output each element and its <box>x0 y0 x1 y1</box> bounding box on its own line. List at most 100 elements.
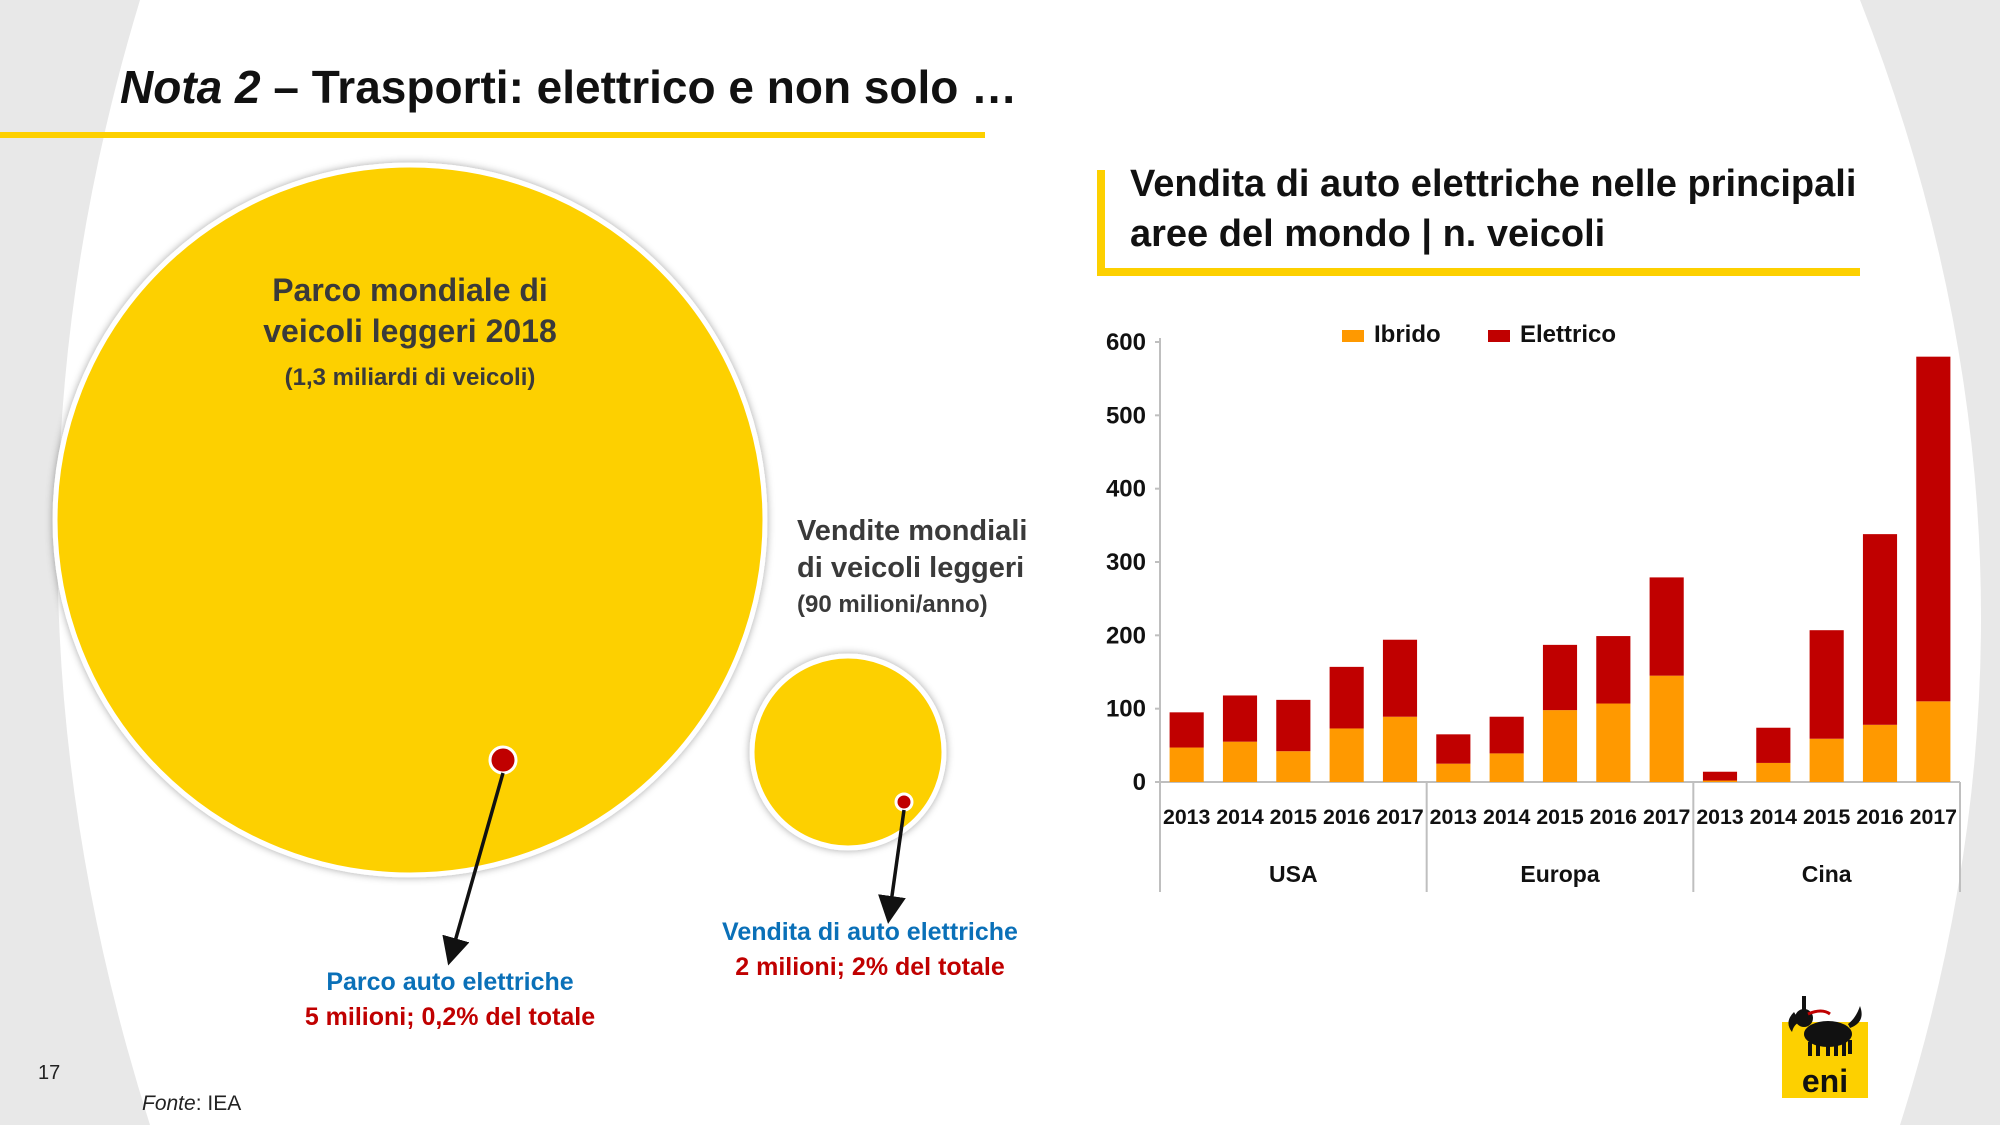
chart-title-line2: aree del mondo | n. veicoli <box>1130 213 1606 255</box>
big-callout-blue: Parco auto elettriche <box>326 968 574 996</box>
y-tick-label: 100 <box>1106 696 1146 723</box>
bar-ibrido <box>1436 763 1471 782</box>
page-title: Nota 2 – Trasporti: elettrico e non solo… <box>120 60 1017 114</box>
bar-elettrico <box>1222 695 1258 742</box>
bar-elettrico <box>1329 666 1364 729</box>
small-callout-blue: Vendita di auto elettriche <box>722 918 1018 946</box>
chart-bars <box>1169 356 1951 782</box>
x-tick-label: 2017 <box>1643 806 1690 829</box>
bar-elettrico <box>1649 577 1684 676</box>
bar-ibrido <box>1649 675 1684 782</box>
small-bubble-sub: (90 milioni/anno) <box>797 591 988 618</box>
bar-ibrido <box>1542 710 1578 782</box>
bar-elettrico <box>1809 630 1844 739</box>
small-bubble-arrow <box>878 809 906 924</box>
bar-ibrido <box>1382 716 1418 782</box>
x-tick-label: 2015 <box>1536 806 1584 829</box>
bar-elettrico <box>1862 534 1898 725</box>
chart-legend: Ibrido Elettrico <box>1342 321 1616 348</box>
bar-ibrido <box>1169 747 1204 782</box>
bar-elettrico <box>1276 699 1311 752</box>
small-bubble-label: Vendite mondiali di veicoli leggeri (90 … <box>797 515 1027 619</box>
y-tick-label: 200 <box>1106 622 1146 649</box>
eni-logo: eni <box>1782 996 1868 1098</box>
big-callout-red: 5 milioni; 0,2% del totale <box>304 1003 596 1031</box>
x-tick-label: 2017 <box>1376 806 1423 829</box>
group-label: USA <box>1269 861 1318 887</box>
bar-elettrico <box>1169 712 1204 748</box>
bar-elettrico <box>1542 644 1578 711</box>
bar-elettrico <box>1916 356 1951 702</box>
bar-elettrico <box>1702 771 1738 781</box>
dog-flame-icon <box>1807 1009 1831 1016</box>
bar-ibrido <box>1276 751 1311 782</box>
bar-ibrido <box>1702 780 1738 782</box>
y-tick-label: 500 <box>1106 402 1146 429</box>
x-tick-label: 2014 <box>1216 806 1264 829</box>
big-bubble-callout: Parco auto elettriche 5 milioni; 0,2% de… <box>250 968 650 1032</box>
page-title-italic: Nota 2 <box>120 61 261 113</box>
bar-ibrido <box>1596 703 1631 782</box>
page-title-rest: – Trasporti: elettrico e non solo … <box>260 61 1018 113</box>
legend-label-elettrico: Elettrico <box>1520 321 1616 348</box>
small-callout-red: 2 milioni; 2% del totale <box>735 953 1005 981</box>
bubbles-diagram <box>52 162 947 966</box>
source-note: Fonte: IEA <box>142 1092 241 1116</box>
bar-ibrido <box>1329 728 1364 782</box>
bar-ibrido <box>1916 701 1951 782</box>
bar-ibrido <box>1222 741 1258 782</box>
small-bubble <box>749 653 947 851</box>
right-arc-decoration <box>1860 0 2000 1125</box>
chart-title-line1: Vendita di auto elettriche nelle princip… <box>1130 163 1857 205</box>
y-tick-label: 600 <box>1106 329 1146 356</box>
x-tick-label: 2017 <box>1910 806 1957 829</box>
small-bubble-label-line2: di veicoli leggeri <box>797 552 1025 584</box>
chart-title-box <box>1097 170 1860 276</box>
bar-elettrico <box>1489 716 1524 754</box>
page-number: 17 <box>38 1062 61 1084</box>
bar-ibrido <box>1489 753 1524 782</box>
legend-swatch-elettrico <box>1488 330 1510 342</box>
source-value: : IEA <box>195 1092 242 1115</box>
x-tick-label: 2014 <box>1750 806 1798 829</box>
source-label: Fonte <box>142 1092 196 1115</box>
legend-swatch-ibrido <box>1342 330 1364 342</box>
bar-ibrido <box>1809 738 1844 782</box>
legend-label-ibrido: Ibrido <box>1374 321 1441 348</box>
group-label: Europa <box>1520 861 1599 887</box>
y-tick-label: 0 <box>1133 769 1146 796</box>
big-bubble-label-line1: Parco mondiale di <box>272 272 548 308</box>
small-bubble-label-line1: Vendite mondiali <box>797 515 1028 547</box>
group-label: Cina <box>1802 861 1852 887</box>
left-arc-decoration <box>0 0 150 1125</box>
x-tick-label: 2015 <box>1270 806 1318 829</box>
bar-ibrido <box>1862 724 1898 782</box>
x-tick-label: 2013 <box>1696 806 1743 829</box>
eni-logo-text: eni <box>1802 1063 1848 1098</box>
big-bubble <box>52 162 768 878</box>
bar-ibrido <box>1756 762 1791 782</box>
x-tick-label: 2016 <box>1856 806 1903 829</box>
x-tick-label: 2014 <box>1483 806 1531 829</box>
y-tick-label: 300 <box>1106 549 1146 576</box>
small-bubble-ev-dot <box>894 792 914 812</box>
big-bubble-label: Parco mondiale di veicoli leggeri 2018 (… <box>200 272 620 392</box>
bar-elettrico <box>1436 734 1471 764</box>
small-bubble-callout: Vendita di auto elettriche 2 milioni; 2%… <box>670 918 1070 982</box>
x-tick-label: 2013 <box>1163 806 1210 829</box>
x-tick-label: 2016 <box>1590 806 1637 829</box>
y-tick-label: 400 <box>1106 476 1146 503</box>
big-bubble-arrow <box>442 772 505 966</box>
x-tick-label: 2016 <box>1323 806 1370 829</box>
big-bubble-label-line2: veicoli leggeri 2018 <box>263 313 557 349</box>
big-bubble-sub: (1,3 miliardi di veicoli) <box>284 364 536 391</box>
x-tick-label: 2013 <box>1430 806 1477 829</box>
bar-elettrico <box>1596 636 1631 704</box>
big-bubble-ev-dot <box>488 745 518 775</box>
bar-elettrico <box>1382 639 1418 717</box>
x-tick-label: 2015 <box>1803 806 1851 829</box>
bar-elettrico <box>1756 727 1791 763</box>
